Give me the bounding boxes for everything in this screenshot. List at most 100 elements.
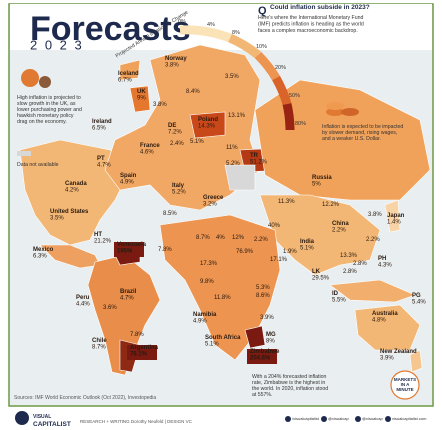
country-name: ID bbox=[332, 291, 339, 297]
country-name: Zimbabwe bbox=[250, 349, 280, 355]
country-value: 3.8% bbox=[153, 102, 167, 108]
country-name: Norway bbox=[165, 56, 187, 62]
country-value: 8% bbox=[266, 339, 275, 345]
social-icon bbox=[285, 416, 291, 422]
country-label: 5.3% bbox=[256, 285, 270, 291]
country-value: 5.1% bbox=[300, 246, 314, 252]
country-value: 13.3% bbox=[340, 253, 358, 259]
country-name: PH bbox=[378, 256, 386, 262]
country-value: 3.5% bbox=[50, 216, 64, 222]
country-label: 8.5% bbox=[163, 211, 177, 217]
social-handle: visualcapitalist.com bbox=[392, 416, 427, 421]
russia bbox=[254, 79, 431, 201]
country-label: 2.2% bbox=[366, 237, 380, 243]
badge bbox=[390, 370, 420, 400]
country-name: Canada bbox=[65, 181, 87, 187]
country-name: Mexico bbox=[33, 247, 54, 253]
country-value: 14.3% bbox=[198, 124, 216, 130]
country-name: Greece bbox=[203, 195, 224, 201]
country-value: 3.2% bbox=[203, 202, 217, 208]
country-value: 3.5% bbox=[225, 74, 239, 80]
country-value: 5.1% bbox=[190, 139, 204, 145]
country-value: 7.8% bbox=[130, 332, 144, 338]
legend-band bbox=[254, 51, 280, 81]
country-label: 3.8% bbox=[368, 212, 382, 218]
country-value: 17.1% bbox=[270, 257, 288, 263]
note-line: hawkish monetary policy bbox=[17, 113, 74, 119]
country-value: 4.9% bbox=[120, 180, 134, 186]
country-label: MG8% bbox=[266, 332, 276, 345]
label-box bbox=[127, 345, 157, 360]
country-value: 6.3% bbox=[33, 254, 47, 260]
country-name: South Africa bbox=[205, 335, 241, 341]
intro-panel bbox=[255, 4, 432, 50]
country-value: 8.4% bbox=[186, 89, 200, 95]
country-value: 5.5% bbox=[332, 298, 346, 304]
brand-top: VISUAL bbox=[33, 414, 51, 420]
country-label: 3.5% bbox=[225, 74, 239, 80]
note-line: the world. In 2020, inflation stood bbox=[252, 386, 328, 392]
country-value: 3.6% bbox=[103, 305, 117, 311]
no-data-label: Data not available bbox=[17, 162, 59, 168]
country-name: Japan bbox=[387, 213, 405, 219]
country-name: DE bbox=[168, 123, 176, 129]
note-line: slow growth in the UK, as bbox=[17, 101, 76, 107]
social-icon bbox=[321, 416, 327, 422]
country-name: LK bbox=[312, 269, 321, 275]
poland bbox=[189, 111, 226, 139]
country-value: 4.9% bbox=[193, 319, 207, 325]
country-value: 2.2% bbox=[332, 228, 346, 234]
country-name: Spain bbox=[120, 173, 137, 179]
country-label: 12.2% bbox=[322, 202, 340, 208]
country-value: 4.3% bbox=[378, 263, 392, 269]
country-name: Venezuela bbox=[117, 242, 147, 248]
country-label: 9.8% bbox=[200, 279, 214, 285]
country-name: Peru bbox=[76, 295, 90, 301]
socials: /visualcapitalist @visualcap @visualcap vis… bbox=[285, 416, 427, 422]
source: Sources: IMF World Economic Outlook (Oct… bbox=[14, 395, 156, 401]
country-label: 40% bbox=[268, 223, 281, 229]
country-value: 2.4% bbox=[170, 141, 184, 147]
country-name: Ireland bbox=[92, 119, 112, 125]
country-value: 195% bbox=[117, 249, 133, 255]
country-name: TR bbox=[250, 153, 259, 159]
social-handle: @visualcap bbox=[328, 416, 350, 421]
australia bbox=[354, 304, 421, 351]
country-label: 7.8% bbox=[130, 332, 144, 338]
north-america bbox=[19, 139, 131, 246]
new-zealand bbox=[409, 349, 423, 373]
country-value: 17.3% bbox=[200, 261, 218, 267]
country-value: 3.9% bbox=[380, 356, 394, 362]
country-name: New Zealand bbox=[380, 349, 417, 355]
country-label: 11% bbox=[226, 145, 238, 151]
no-data-region bbox=[224, 164, 256, 191]
legend-label: 50% bbox=[289, 93, 300, 99]
country-value: 3.8% bbox=[368, 212, 382, 218]
country-value: 8.7% bbox=[92, 345, 106, 351]
country-value: 5.2% bbox=[226, 161, 240, 167]
country-name: PT bbox=[97, 156, 105, 162]
country-value: 11.3% bbox=[278, 199, 295, 205]
country-label: 17.3% bbox=[200, 261, 218, 267]
country-value: 8.7% bbox=[196, 235, 210, 241]
country-value: 4.7% bbox=[120, 296, 134, 302]
country-value: 7.8% bbox=[158, 247, 172, 253]
legend-label: 20% bbox=[275, 65, 286, 71]
country-name: China bbox=[332, 221, 349, 227]
asia bbox=[259, 194, 381, 276]
country-value: 5.3% bbox=[256, 285, 270, 291]
